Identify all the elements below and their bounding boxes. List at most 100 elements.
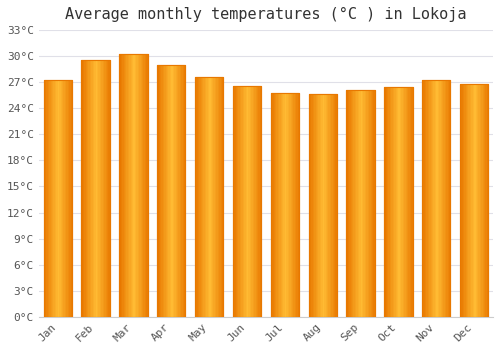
Bar — [212, 77, 214, 317]
Bar — [279, 93, 280, 317]
Bar — [174, 65, 176, 317]
Bar — [182, 65, 184, 317]
Bar — [184, 65, 186, 317]
Bar — [435, 80, 436, 317]
Bar — [94, 61, 96, 317]
Bar — [126, 54, 128, 317]
Bar — [252, 86, 254, 317]
Bar — [68, 80, 69, 317]
Bar — [432, 80, 434, 317]
Bar — [120, 54, 122, 317]
Bar — [60, 80, 62, 317]
Bar — [336, 94, 337, 317]
Bar — [44, 80, 72, 317]
Bar — [352, 90, 354, 317]
Bar — [200, 77, 202, 317]
Bar — [65, 80, 66, 317]
Bar — [55, 80, 56, 317]
Bar — [82, 61, 110, 317]
Bar — [366, 90, 368, 317]
Bar — [310, 94, 312, 317]
Bar — [142, 54, 144, 317]
Bar — [168, 65, 170, 317]
Bar — [354, 90, 355, 317]
Bar — [270, 93, 299, 317]
Bar — [45, 80, 46, 317]
Bar — [404, 86, 406, 317]
Bar — [167, 65, 168, 317]
Bar — [275, 93, 276, 317]
Bar — [158, 65, 160, 317]
Bar — [70, 80, 72, 317]
Bar — [124, 54, 125, 317]
Bar — [327, 94, 328, 317]
Bar — [328, 94, 330, 317]
Bar — [364, 90, 365, 317]
Bar — [478, 84, 480, 317]
Bar — [59, 80, 60, 317]
Bar — [280, 93, 282, 317]
Bar — [172, 65, 174, 317]
Bar — [195, 77, 224, 317]
Bar — [434, 80, 435, 317]
Bar — [157, 65, 158, 317]
Bar — [157, 65, 186, 317]
Bar — [308, 94, 337, 317]
Bar — [289, 93, 290, 317]
Bar — [97, 61, 98, 317]
Bar — [390, 86, 392, 317]
Bar — [317, 94, 318, 317]
Bar — [476, 84, 477, 317]
Bar — [82, 61, 110, 317]
Bar — [426, 80, 428, 317]
Bar — [234, 86, 235, 317]
Bar — [464, 84, 466, 317]
Bar — [398, 86, 400, 317]
Bar — [139, 54, 140, 317]
Bar — [350, 90, 352, 317]
Bar — [444, 80, 445, 317]
Bar — [90, 61, 92, 317]
Bar — [64, 80, 65, 317]
Bar — [298, 93, 299, 317]
Bar — [322, 94, 324, 317]
Bar — [83, 61, 84, 317]
Bar — [474, 84, 476, 317]
Bar — [58, 80, 59, 317]
Bar — [318, 94, 320, 317]
Bar — [119, 54, 148, 317]
Bar — [346, 90, 348, 317]
Bar — [400, 86, 402, 317]
Bar — [209, 77, 210, 317]
Bar — [195, 77, 224, 317]
Bar — [104, 61, 106, 317]
Bar — [157, 65, 186, 317]
Bar — [481, 84, 482, 317]
Bar — [198, 77, 199, 317]
Bar — [346, 90, 375, 317]
Bar — [108, 61, 110, 317]
Bar — [246, 86, 247, 317]
Bar — [292, 93, 294, 317]
Bar — [272, 93, 274, 317]
Bar — [326, 94, 327, 317]
Bar — [181, 65, 182, 317]
Bar — [468, 84, 470, 317]
Bar — [84, 61, 86, 317]
Bar — [369, 90, 370, 317]
Bar — [69, 80, 70, 317]
Bar — [408, 86, 410, 317]
Bar — [86, 61, 87, 317]
Bar — [430, 80, 432, 317]
Bar — [145, 54, 146, 317]
Bar — [324, 94, 326, 317]
Bar — [215, 77, 216, 317]
Bar — [208, 77, 209, 317]
Bar — [439, 80, 440, 317]
Bar — [119, 54, 148, 317]
Bar — [205, 77, 206, 317]
Bar — [49, 80, 50, 317]
Bar — [107, 61, 108, 317]
Bar — [129, 54, 130, 317]
Bar — [446, 80, 448, 317]
